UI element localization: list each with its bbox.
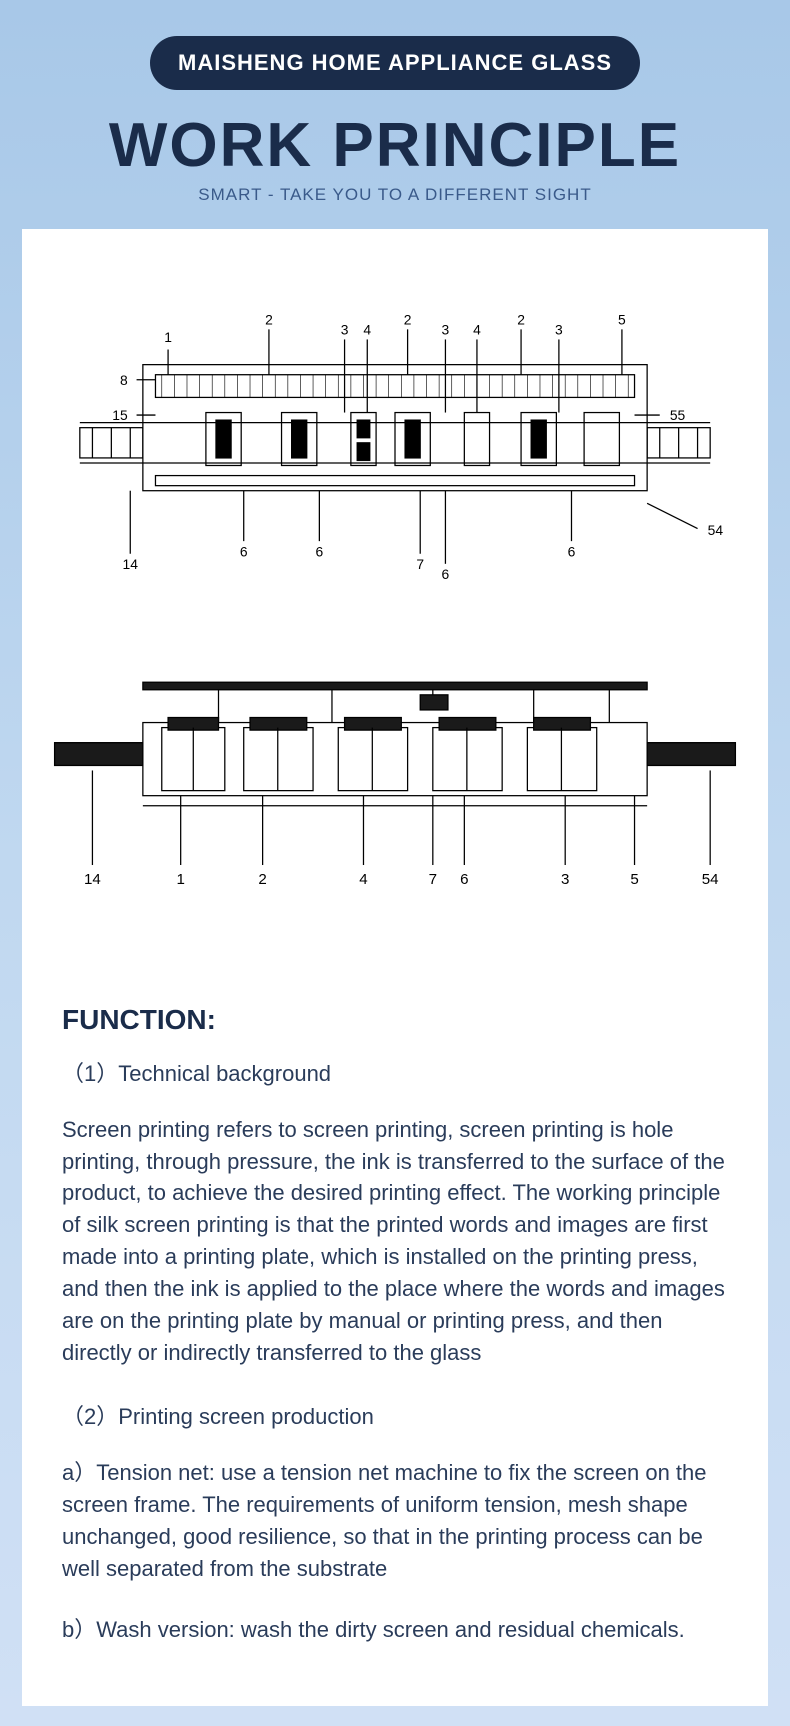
- svg-text:6: 6: [240, 543, 248, 559]
- para-a: a）Tension net: use a tension net machine…: [62, 1457, 728, 1585]
- page-subtitle: SMART - TAKE YOU TO A DIFFERENT SIGHT: [0, 185, 790, 205]
- header-pill: MAISHENG HOME APPLIANCE GLASS: [150, 36, 640, 90]
- svg-text:2: 2: [517, 311, 525, 327]
- para1-body: Screen printing refers to screen printin…: [62, 1114, 728, 1369]
- svg-text:1: 1: [164, 329, 172, 345]
- svg-text:2: 2: [404, 311, 412, 327]
- svg-text:6: 6: [460, 870, 468, 887]
- diagram-side-view: 14 1 2 4 7 6 3 5 54: [42, 657, 748, 909]
- svg-text:54: 54: [708, 522, 724, 538]
- content-card: 1 2 3 4 2 3 4 2 3 5 8 15 55 54 14 6 6 7 …: [22, 229, 768, 1706]
- svg-text:3: 3: [561, 870, 569, 887]
- svg-text:3: 3: [442, 321, 450, 337]
- svg-text:8: 8: [120, 372, 128, 388]
- svg-text:7: 7: [416, 556, 424, 572]
- svg-text:55: 55: [670, 407, 686, 423]
- svg-text:3: 3: [555, 321, 563, 337]
- svg-text:6: 6: [316, 543, 324, 559]
- svg-text:54: 54: [702, 870, 719, 887]
- svg-text:6: 6: [568, 543, 576, 559]
- svg-text:5: 5: [630, 870, 638, 887]
- para2-heading: （2）Printing screen production: [62, 1399, 728, 1431]
- svg-text:6: 6: [442, 566, 450, 582]
- function-heading: FUNCTION:: [62, 1004, 728, 1036]
- svg-text:4: 4: [363, 321, 371, 337]
- svg-text:3: 3: [341, 321, 349, 337]
- para1-heading: （1）Technical background: [62, 1056, 728, 1088]
- diagram-top-view: 1 2 3 4 2 3 4 2 3 5 8 15 55 54 14 6 6 7 …: [42, 289, 748, 592]
- header: MAISHENG HOME APPLIANCE GLASS WORK PRINC…: [0, 0, 790, 205]
- svg-text:7: 7: [429, 870, 437, 887]
- svg-text:14: 14: [123, 556, 139, 572]
- svg-text:2: 2: [265, 311, 273, 327]
- svg-text:5: 5: [618, 311, 626, 327]
- svg-text:14: 14: [84, 870, 101, 887]
- svg-text:4: 4: [359, 870, 367, 887]
- svg-text:2: 2: [258, 870, 266, 887]
- svg-text:1: 1: [176, 870, 184, 887]
- svg-text:15: 15: [112, 407, 128, 423]
- para-b: b）Wash version: wash the dirty screen an…: [62, 1614, 728, 1646]
- svg-text:4: 4: [473, 321, 481, 337]
- page-title: WORK PRINCIPLE: [0, 110, 790, 181]
